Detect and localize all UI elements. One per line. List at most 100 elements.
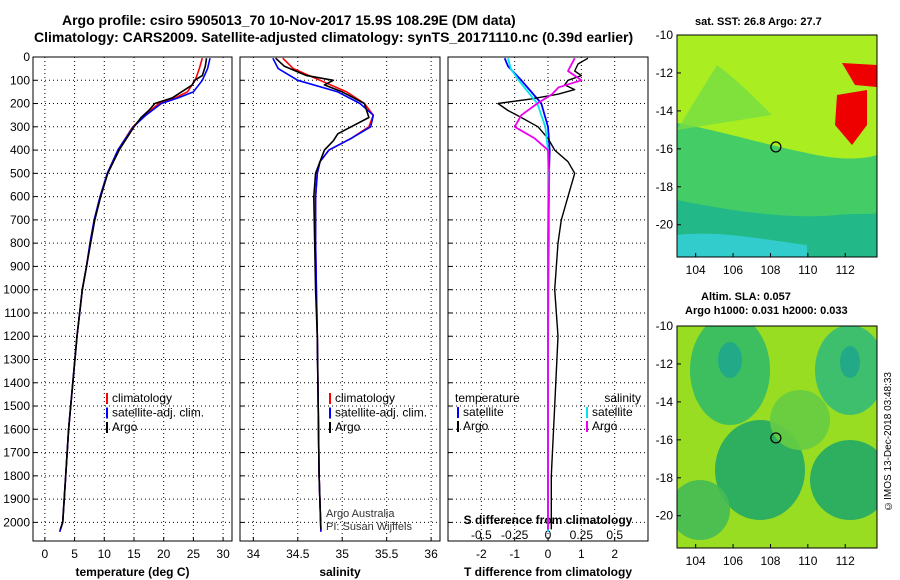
temp-tick-label: 5 — [71, 547, 78, 561]
temp-tick-label: 10 — [98, 547, 112, 561]
map-sst-ytick-label: -14 — [656, 104, 674, 118]
temp-tick-label: 0 — [42, 547, 49, 561]
map-sst-xtick-label: 108 — [760, 263, 780, 277]
map-sla-ytick-label: -18 — [656, 471, 674, 485]
map-sla-ytick-label: -12 — [656, 357, 674, 371]
depth-tick-label: 1200 — [3, 329, 30, 343]
sst-warm-patch-1 — [835, 90, 867, 145]
sst-mid-patch — [677, 65, 772, 130]
sal-series-argo — [275, 57, 370, 530]
map-sla-xtick-label: 112 — [836, 554, 855, 568]
temp-tick-label: 30 — [216, 547, 230, 561]
diff-sal-tick-label: 0.5 — [606, 528, 623, 542]
map-sst-xtick-label: 106 — [723, 263, 743, 277]
diff-legend-T-argo-label: Argo — [463, 419, 489, 433]
diff-legend-S-sat-label: satellite — [592, 405, 633, 419]
sal-tick-label: 34.5 — [286, 547, 310, 561]
sst-coldest-band — [677, 233, 807, 257]
map-sst-ytick-label: -10 — [656, 28, 674, 42]
diff-xlabel: T difference from climatology — [464, 565, 632, 579]
diff-legend-sal-title: salinity — [604, 391, 641, 405]
sla-anomaly-blob — [677, 480, 730, 540]
temp-tick-label: 20 — [157, 547, 171, 561]
diff-tick-label: -1 — [509, 547, 520, 561]
depth-tick-label: 400 — [10, 143, 30, 157]
map-sla-ytick-label: -14 — [656, 395, 674, 409]
temp-legend-1-label: satellite-adj. clim. — [112, 406, 204, 420]
map-sla-xtick-label: 108 — [760, 554, 780, 568]
depth-tick-label: 1400 — [3, 376, 30, 390]
depth-tick-label: 700 — [10, 213, 30, 227]
map-sst-field — [677, 35, 877, 257]
sla-map-title-1: Altim. SLA: 0.057 — [701, 291, 791, 303]
map-sst-ytick-label: -12 — [656, 66, 674, 80]
depth-tick-label: 1700 — [3, 446, 30, 460]
map-sla-xtick-label: 104 — [686, 554, 706, 568]
map-sst-argo-position-marker — [770, 141, 782, 153]
map-sla-xtick-label: 110 — [798, 554, 817, 568]
map-sla-frame — [676, 325, 878, 549]
depth-tick-label: 800 — [10, 236, 30, 250]
temp-legend-2-label: Argo — [112, 420, 138, 434]
diff-sal-tick-label: 0.25 — [570, 528, 594, 542]
depth-tick-label: 1600 — [3, 422, 30, 436]
sla-anomaly-blob — [718, 342, 742, 378]
map-sla-ytick-label: -20 — [656, 509, 674, 523]
map-sst-xtick-label: 104 — [686, 263, 706, 277]
argo-credit-line2: PI: Susan Wijffels — [326, 521, 412, 533]
map-sst-ytick-label: -20 — [656, 218, 674, 232]
map-sst-ytick-label: -16 — [656, 142, 674, 156]
depth-tick-label: 0 — [23, 50, 30, 64]
temp-series-argo — [59, 58, 208, 530]
temp-tick-label: 25 — [187, 547, 201, 561]
depth-tick-label: 1900 — [3, 492, 30, 506]
diff-tick-label: 2 — [611, 547, 618, 561]
diff-T-argo — [497, 57, 589, 530]
diff-tick-label: 0 — [545, 547, 552, 561]
depth-tick-label: 200 — [10, 97, 30, 111]
depth-tick-label: 300 — [10, 120, 30, 134]
sst-map: 104 106 108 110 112 -10 -12 -14 -16 -18 -20 — [656, 28, 878, 277]
depth-tick-label: 600 — [10, 190, 30, 204]
map-sst-ytick-label: -18 — [656, 180, 674, 194]
diff-tick-label: -2 — [476, 547, 487, 561]
temp-xlabel: temperature (deg C) — [75, 565, 189, 579]
map-sla-argo-position-marker — [770, 432, 782, 444]
sla-anomaly-blob — [715, 420, 805, 520]
sal-xlabel: salinity — [319, 565, 361, 579]
diff-S-argo — [513, 57, 583, 530]
depth-tick-label: 500 — [10, 166, 30, 180]
sal-legend-1-label: satellite-adj. clim. — [335, 406, 427, 420]
diff-legend-temp-title: temperature — [455, 391, 520, 405]
depth-tick-label: 2000 — [3, 515, 30, 529]
diff-legend-S-argo-label: Argo — [592, 419, 618, 433]
sal-legend-0-label: climatology — [335, 391, 395, 405]
sal-tick-label: 34 — [247, 547, 261, 561]
depth-tick-label: 100 — [10, 73, 30, 87]
sla-map-title-2: Argo h1000: 0.031 h2000: 0.033 — [685, 305, 848, 317]
temp-legend-0-label: climatology — [112, 391, 172, 405]
figure-title-line2: Climatology: CARS2009. Satellite-adjuste… — [34, 29, 634, 45]
salinity-panel: 34 34.5 35 35.5 36 salinity climatologysatelli… — [239, 56, 441, 579]
sal-frame — [239, 56, 441, 542]
map-sst-frame — [676, 34, 878, 258]
sal-tick-label: 36 — [424, 547, 438, 561]
diff-tick-label: 1 — [578, 547, 585, 561]
sal-tick-label: 35.5 — [375, 547, 399, 561]
map-sst-xtick-label: 110 — [798, 263, 817, 277]
map-sla-xtick-label: 106 — [723, 554, 743, 568]
map-sla-ytick-label: -10 — [656, 319, 674, 333]
map-sla-field — [677, 326, 877, 548]
sla-map: 104 106 108 110 112 -10 -12 -14 -16 -18 -20 — [656, 319, 878, 568]
sal-legend-2-label: Argo — [335, 420, 361, 434]
sal-tick-label: 35 — [336, 547, 350, 561]
diff-sal-tick-label: -0.5 — [471, 528, 492, 542]
sla-anomaly-blob — [810, 440, 877, 520]
sst-warm-patch-2 — [842, 63, 877, 87]
temperature-panel: 0100200300400500600700800900100011001200… — [3, 50, 233, 579]
diff-sal-tick-label: -0.25 — [501, 528, 529, 542]
depth-tick-label: 1800 — [3, 469, 30, 483]
sla-anomaly-blob — [770, 390, 830, 450]
